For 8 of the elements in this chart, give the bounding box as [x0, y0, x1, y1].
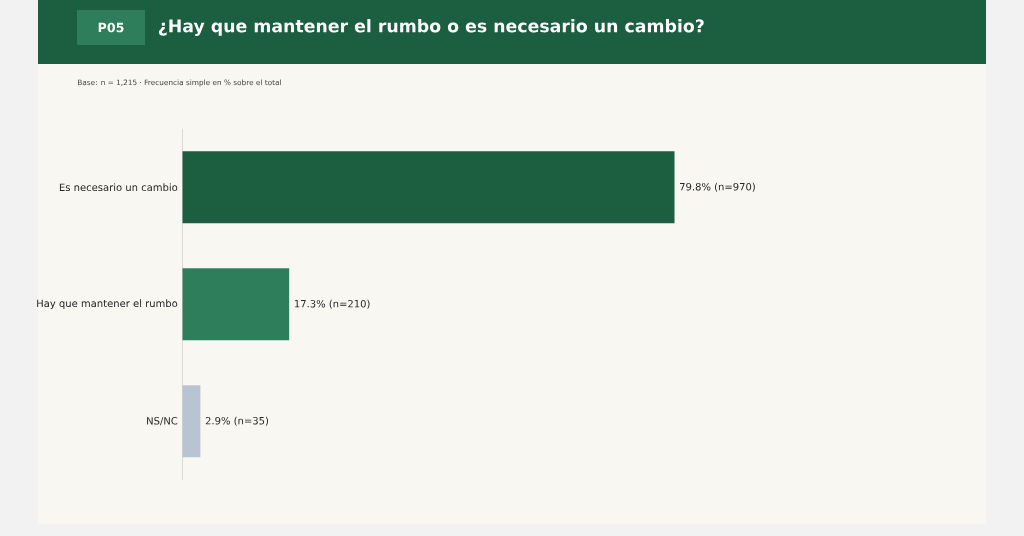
data-label: 79.8% (n=970) — [680, 182, 755, 192]
data-label: 17.3% (n=210) — [294, 299, 370, 309]
data-label: 2.9% (n=35) — [205, 416, 269, 426]
y-tick-label: Hay que mantener el rumbo — [37, 299, 178, 310]
text: P05 — [98, 22, 124, 33]
y-tick-label: Es necesario un cambio — [59, 183, 178, 192]
chart-title: ¿Hay que mantener el rumbo o es necesario un cambio? — [158, 19, 704, 36]
y-tick-label: NS/NC — [147, 417, 178, 426]
